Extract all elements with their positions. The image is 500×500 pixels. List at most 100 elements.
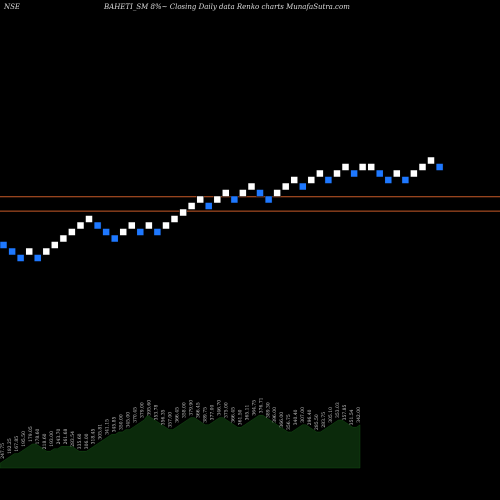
renko-brick-up: [393, 169, 401, 178]
level-lines: [0, 196, 500, 212]
volume-label: 366.00: [279, 412, 285, 428]
volume-label: 379.00: [140, 402, 146, 418]
renko-brick-up: [145, 221, 153, 230]
renko-brick-up: [222, 189, 230, 197]
renko-brick-down: [8, 247, 16, 256]
renko-brick-down: [375, 169, 384, 178]
renko-brick-up: [85, 215, 93, 223]
renko-brick-down: [256, 189, 264, 197]
volume-label: 167.85: [14, 436, 20, 452]
renko-brick-down: [324, 176, 333, 184]
volume-label: 345.00: [126, 412, 132, 428]
volume-label: 218.60: [42, 433, 48, 449]
volume-label: 178.60: [35, 429, 41, 445]
renko-brick-down: [33, 254, 42, 262]
volume-label: 364.75: [251, 400, 257, 416]
renko-brick-up: [68, 228, 76, 236]
volume-label: 335.60: [77, 433, 83, 449]
renko-brick-up: [410, 169, 418, 178]
volume-label: 389.30: [265, 402, 271, 418]
renko-brick-down: [102, 228, 110, 236]
renko-brick-up: [76, 221, 85, 230]
volume-label: 247.75: [0, 443, 6, 459]
volume-label: 318.45: [91, 429, 97, 445]
volume-label: 195.50: [21, 431, 27, 447]
volume-label: 389.75: [202, 407, 208, 423]
volume-area-path: [0, 414, 361, 469]
volume-label: 305.10: [328, 407, 334, 423]
renko-brick-up: [59, 234, 68, 243]
renko-brick-up: [316, 169, 324, 178]
volume-label: 366.45: [175, 407, 181, 423]
volume-label: 340.40: [293, 409, 299, 425]
volume-label: 243.70: [56, 429, 62, 445]
renko-brick-up: [333, 169, 341, 178]
volume-label: 285.50: [314, 414, 320, 430]
volume-label: 283.54: [70, 431, 76, 447]
volume-label: 353.03: [335, 402, 341, 418]
volume-label: 366.45: [196, 402, 202, 418]
renko-brick-up: [119, 228, 127, 236]
chart-title: BAHETI_SM 8%~ Closing Daily data Renko c…: [104, 3, 350, 11]
volume-label: 179.05: [28, 426, 34, 442]
renko-brick-up: [51, 241, 59, 249]
renko-brick-down: [299, 182, 307, 191]
volume-label: 351.54: [349, 409, 355, 425]
volume-label: 366.45: [230, 407, 236, 423]
renko-brick-up: [128, 221, 136, 230]
renko-brick-up: [418, 163, 427, 171]
renko-brick-down: [93, 221, 102, 230]
volume-label: 356.75: [286, 414, 292, 430]
renko-brick-down: [136, 228, 145, 236]
volume-label: 341.15: [105, 419, 111, 435]
renko-brick-up: [290, 176, 298, 184]
volume-label: 346.70: [216, 400, 222, 416]
renko-brick-up: [196, 195, 204, 204]
volume-labels: 247.75 182.25 167.85 195.50 179.05 178.60 218.…: [0, 397, 362, 458]
renko-brick-up: [427, 156, 435, 165]
volume-label: 379.90: [189, 400, 195, 416]
renko-brick-up: [239, 189, 247, 197]
volume-label: 261.68: [63, 429, 69, 445]
volume-label: 357.85: [342, 405, 348, 421]
renko-brick-down: [401, 176, 410, 184]
volume-label: 361.50: [237, 409, 243, 425]
volume-label: 395.60: [147, 400, 153, 416]
volume-area: [0, 414, 361, 469]
renko-brick-down: [204, 202, 213, 210]
renko-brick-up: [281, 182, 290, 191]
renko-brick-up: [367, 163, 375, 171]
volume-label: 342.00: [356, 407, 362, 423]
volume-label: 376.71: [258, 397, 264, 413]
volume-label: 350.00: [119, 414, 125, 430]
volume-label: 358.00: [182, 402, 188, 418]
renko-brick-up: [179, 208, 187, 217]
volume-label: 307.00: [300, 407, 306, 423]
volume-label: 377.00: [209, 405, 215, 421]
renko-brick-up: [187, 202, 196, 210]
renko-brick-up: [213, 195, 222, 204]
renko-brick-down: [0, 241, 8, 249]
renko-brick-up: [247, 182, 256, 191]
volume-label: 365.11: [244, 405, 250, 421]
renko-brick-up: [307, 176, 316, 184]
renko-brick-up: [162, 221, 170, 230]
renko-brick-up: [341, 163, 350, 171]
volume-label: 375.00: [223, 402, 229, 418]
volume-label: 345.85: [112, 417, 118, 433]
renko-brick-down: [435, 163, 444, 171]
renko-brick-up: [358, 163, 367, 171]
renko-brick-up: [25, 247, 33, 256]
renko-brick-down: [384, 176, 393, 184]
renko-brick-down: [110, 234, 119, 243]
volume-label: 193.00: [49, 431, 55, 447]
renko-brick-up: [42, 247, 51, 256]
volume-label: 356.35: [161, 409, 167, 425]
volume-label: 370.45: [133, 407, 139, 423]
volume-label: 283.75: [321, 412, 327, 428]
volume-label: 396.00: [272, 407, 278, 423]
volume-label: 353.78: [154, 405, 160, 421]
renko-brick-down: [16, 254, 25, 262]
renko-brick-down: [264, 195, 273, 204]
